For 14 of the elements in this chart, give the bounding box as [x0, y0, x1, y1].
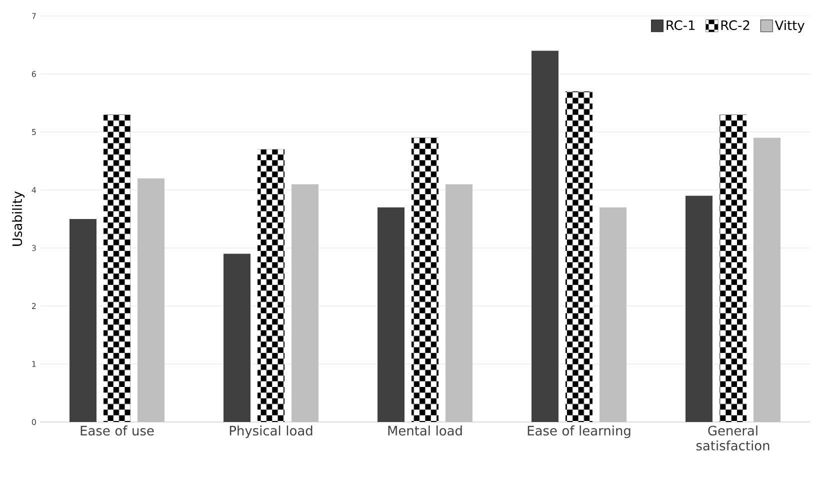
legend-label: Vitty [774, 20, 804, 33]
bar [378, 207, 404, 422]
x-tick-label: General satisfaction [696, 426, 770, 450]
bar [70, 219, 96, 422]
x-tick-label: Ease of learning [528, 426, 630, 438]
x-tick-label: Mental load [388, 426, 462, 436]
bar [224, 254, 250, 422]
x-tick-label: Ease of use [80, 426, 154, 436]
bar [532, 50, 558, 422]
legend-label: RC-2 [721, 20, 750, 30]
legend-label: RC-1 [666, 20, 695, 30]
y-axis-title: Usability [12, 191, 25, 246]
bar [686, 196, 712, 422]
x-tick-label: Physical load [230, 426, 312, 438]
